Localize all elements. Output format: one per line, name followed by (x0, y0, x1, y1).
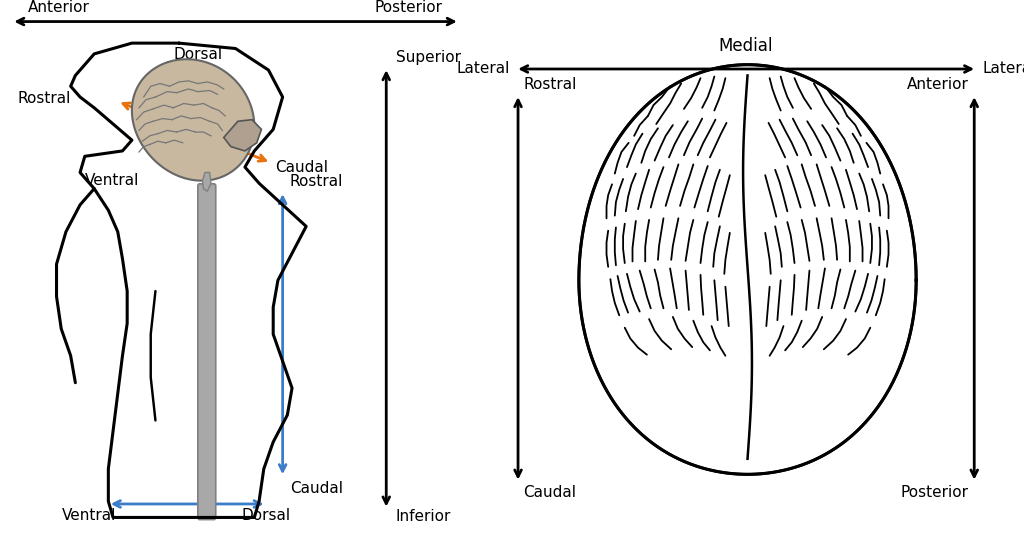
Polygon shape (223, 120, 261, 151)
Polygon shape (579, 65, 916, 474)
Text: Posterior: Posterior (901, 485, 969, 500)
Text: Medial: Medial (719, 37, 773, 55)
Text: Posterior: Posterior (375, 0, 442, 15)
Text: Anterior: Anterior (907, 77, 969, 92)
Text: Superior: Superior (395, 50, 461, 65)
FancyBboxPatch shape (198, 184, 216, 520)
Text: Caudal: Caudal (275, 160, 329, 175)
Text: Ventral: Ventral (85, 173, 139, 188)
Text: Rostral: Rostral (17, 91, 71, 106)
Polygon shape (132, 59, 254, 181)
Text: Lateral: Lateral (457, 61, 510, 77)
Text: Rostral: Rostral (290, 174, 343, 189)
Text: Anterior: Anterior (29, 0, 90, 15)
Text: Dorsal: Dorsal (242, 508, 291, 523)
Polygon shape (203, 172, 211, 191)
Text: Rostral: Rostral (523, 77, 577, 92)
Text: Ventral: Ventral (62, 508, 117, 523)
Text: Inferior: Inferior (395, 509, 451, 524)
Text: Caudal: Caudal (523, 485, 577, 500)
Text: Caudal: Caudal (290, 481, 343, 496)
Text: Dorsal: Dorsal (173, 47, 222, 62)
Text: Lateral: Lateral (983, 61, 1024, 77)
